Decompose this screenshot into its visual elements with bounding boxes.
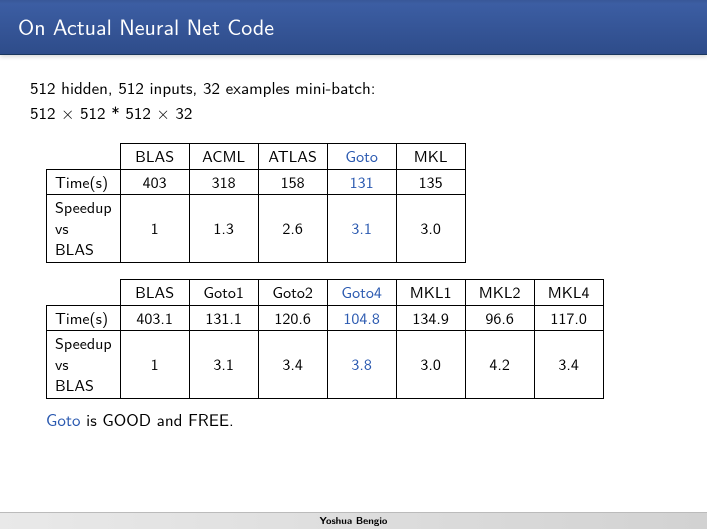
slide-footer: Yoshua Bengio	[0, 512, 707, 529]
table-cell: 2.6	[258, 195, 327, 262]
table-column-header: Goto4	[327, 279, 396, 305]
table-cell: 120.6	[258, 305, 327, 331]
table-cell: 131.1	[189, 305, 258, 331]
table-cell: 134.9	[396, 305, 465, 331]
table-row: SpeedupvsBLAS13.13.43.83.04.23.4	[47, 331, 604, 398]
table-cell: 4.2	[465, 331, 534, 398]
table-row-header: SpeedupvsBLAS	[47, 331, 121, 398]
table-cell: 1	[120, 331, 189, 398]
table-cell: 3.4	[534, 331, 603, 398]
config-line: 512 hidden, 512 inputs, 32 examples mini…	[30, 77, 677, 100]
benchmark-table-1: BLASACMLATLASGotoMKL Time(s)403318158131…	[46, 143, 466, 263]
table-header-row: BLASACMLATLASGotoMKL	[47, 143, 466, 169]
table-cell: 403	[120, 169, 189, 195]
table-cell: 3.8	[327, 331, 396, 398]
table-column-header: Goto2	[258, 279, 327, 305]
table-row-header: Time(s)	[47, 305, 121, 331]
table-column-header: Goto1	[189, 279, 258, 305]
table-column-header: MKL4	[534, 279, 603, 305]
table-column-header: MKL1	[396, 279, 465, 305]
table-column-header: ATLAS	[258, 143, 327, 169]
table-cell: 135	[396, 169, 465, 195]
footnote-rest: is GOOD and FREE.	[80, 407, 233, 432]
table-column-header: Goto	[327, 143, 396, 169]
table-column-header: MKL2	[465, 279, 534, 305]
table-cell: 3.0	[396, 331, 465, 398]
table-row-header: Time(s)	[47, 169, 121, 195]
table-cell: 3.0	[396, 195, 465, 262]
table-column-header: MKL	[396, 143, 465, 169]
footer-author: Yoshua Bengio	[320, 513, 388, 527]
table-cell: 3.4	[258, 331, 327, 398]
table-cell: 117.0	[534, 305, 603, 331]
table-cell: 1.3	[189, 195, 258, 262]
footnote-highlight: Goto	[46, 407, 80, 432]
table-column-header: BLAS	[120, 279, 189, 305]
table-row: Time(s)403318158131135	[47, 169, 466, 195]
footnote-line: Goto is GOOD and FREE.	[46, 409, 677, 432]
table-cell: 131	[327, 169, 396, 195]
table-corner-cell	[47, 143, 121, 169]
table-row-header: SpeedupvsBLAS	[47, 195, 121, 262]
table-cell: 96.6	[465, 305, 534, 331]
table-row: Time(s)403.1131.1120.6104.8134.996.6117.…	[47, 305, 604, 331]
slide-content: 512 hidden, 512 inputs, 32 examples mini…	[0, 55, 707, 432]
table-corner-cell	[47, 279, 121, 305]
slide-title-text: On Actual Neural Net Code	[18, 10, 274, 42]
table-cell: 1	[120, 195, 189, 262]
table-cell: 3.1	[189, 331, 258, 398]
table-cell: 3.1	[327, 195, 396, 262]
slide-title: On Actual Neural Net Code	[0, 0, 707, 55]
table-column-header: ACML	[189, 143, 258, 169]
table-cell: 403.1	[120, 305, 189, 331]
table-cell: 104.8	[327, 305, 396, 331]
matrix-expression: 512 × 512 * 512 × 32	[30, 102, 677, 125]
table-cell: 318	[189, 169, 258, 195]
table-header-row: BLASGoto1Goto2Goto4MKL1MKL2MKL4	[47, 279, 604, 305]
table-cell: 158	[258, 169, 327, 195]
benchmark-table-2: BLASGoto1Goto2Goto4MKL1MKL2MKL4 Time(s)4…	[46, 279, 604, 399]
table-row: SpeedupvsBLAS11.32.63.13.0	[47, 195, 466, 262]
table-column-header: BLAS	[120, 143, 189, 169]
